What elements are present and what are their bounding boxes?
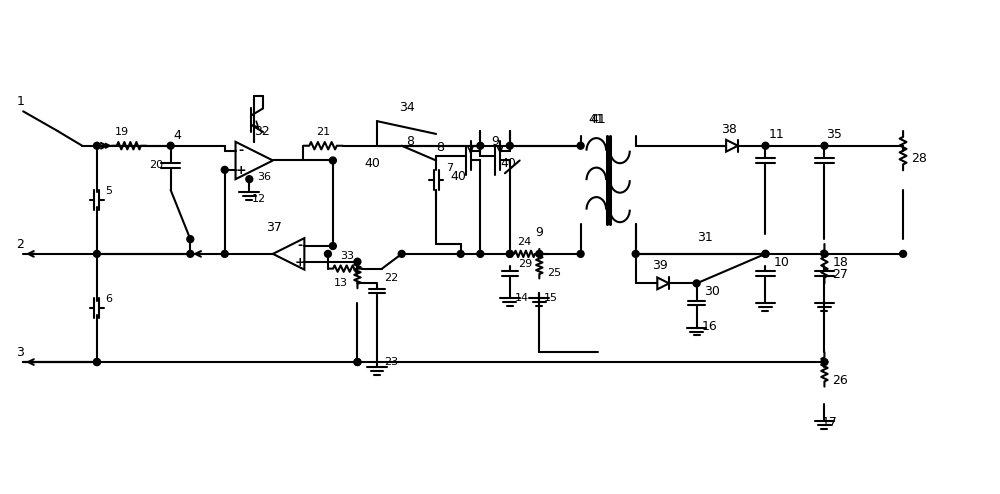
Text: 6: 6 <box>105 294 112 304</box>
Text: +: + <box>235 165 246 177</box>
Text: 8: 8 <box>436 141 444 154</box>
Text: 26: 26 <box>832 373 848 387</box>
Circle shape <box>900 250 907 257</box>
Text: 16: 16 <box>702 320 717 332</box>
Text: 33: 33 <box>341 251 355 261</box>
Circle shape <box>506 142 513 149</box>
Text: 10: 10 <box>773 255 789 269</box>
Circle shape <box>354 359 361 366</box>
Circle shape <box>477 142 484 149</box>
Text: 18: 18 <box>832 255 848 269</box>
Text: 19: 19 <box>114 127 129 137</box>
Text: 13: 13 <box>334 278 348 288</box>
Text: 39: 39 <box>652 258 668 272</box>
Circle shape <box>329 157 336 164</box>
Text: 5: 5 <box>105 186 112 196</box>
Text: 41: 41 <box>588 113 604 126</box>
Text: 14: 14 <box>515 293 529 303</box>
Circle shape <box>536 250 543 257</box>
Circle shape <box>821 359 828 366</box>
Circle shape <box>187 250 194 257</box>
Text: 35: 35 <box>826 128 842 141</box>
Circle shape <box>221 166 228 173</box>
Circle shape <box>457 250 464 257</box>
Text: 22: 22 <box>384 273 398 284</box>
Text: 11: 11 <box>768 128 784 141</box>
Text: +: + <box>294 256 305 269</box>
Circle shape <box>632 250 639 257</box>
Text: 23: 23 <box>384 357 398 367</box>
Text: 28: 28 <box>911 153 927 165</box>
Text: 34: 34 <box>399 101 414 114</box>
Text: 37: 37 <box>266 221 282 234</box>
Text: 38: 38 <box>721 123 737 136</box>
Text: 7: 7 <box>446 163 453 173</box>
Circle shape <box>93 142 100 149</box>
Circle shape <box>506 250 513 257</box>
Text: 31: 31 <box>697 231 712 244</box>
Text: -: - <box>238 144 243 157</box>
Text: 1: 1 <box>16 95 24 108</box>
Text: 30: 30 <box>704 285 720 298</box>
Circle shape <box>821 142 828 149</box>
Text: 40: 40 <box>451 170 467 183</box>
Text: 3: 3 <box>16 346 24 359</box>
Circle shape <box>93 359 100 366</box>
Circle shape <box>187 236 194 243</box>
Circle shape <box>577 142 584 149</box>
Circle shape <box>93 250 100 257</box>
Text: 12: 12 <box>252 194 266 204</box>
Text: 24: 24 <box>517 237 532 247</box>
Text: 20: 20 <box>149 161 163 170</box>
Circle shape <box>762 142 769 149</box>
Circle shape <box>506 250 513 257</box>
Circle shape <box>329 243 336 249</box>
Text: 2: 2 <box>16 238 24 251</box>
Text: 9: 9 <box>491 135 499 148</box>
Circle shape <box>167 142 174 149</box>
Circle shape <box>762 250 769 257</box>
Text: 25: 25 <box>547 268 561 279</box>
Text: 15: 15 <box>544 293 558 303</box>
Circle shape <box>821 250 828 257</box>
Text: 21: 21 <box>316 127 330 137</box>
Text: 41: 41 <box>590 113 606 126</box>
Circle shape <box>325 250 331 257</box>
Circle shape <box>221 250 228 257</box>
Circle shape <box>762 250 769 257</box>
Text: 27: 27 <box>832 268 848 282</box>
Text: 8: 8 <box>407 135 415 148</box>
Circle shape <box>398 250 405 257</box>
Text: 36: 36 <box>257 172 271 182</box>
Circle shape <box>577 250 584 257</box>
Text: 29: 29 <box>518 259 532 269</box>
Text: 17: 17 <box>821 416 837 429</box>
Circle shape <box>246 176 253 183</box>
Circle shape <box>93 359 100 366</box>
Circle shape <box>693 280 700 287</box>
Text: 32: 32 <box>254 125 270 138</box>
Text: 4: 4 <box>174 129 181 142</box>
Text: 40: 40 <box>364 157 380 170</box>
Text: 40: 40 <box>500 157 516 170</box>
Circle shape <box>354 359 361 366</box>
Circle shape <box>354 258 361 265</box>
Text: -: - <box>297 239 302 251</box>
Text: 9: 9 <box>535 226 543 239</box>
Circle shape <box>477 250 484 257</box>
